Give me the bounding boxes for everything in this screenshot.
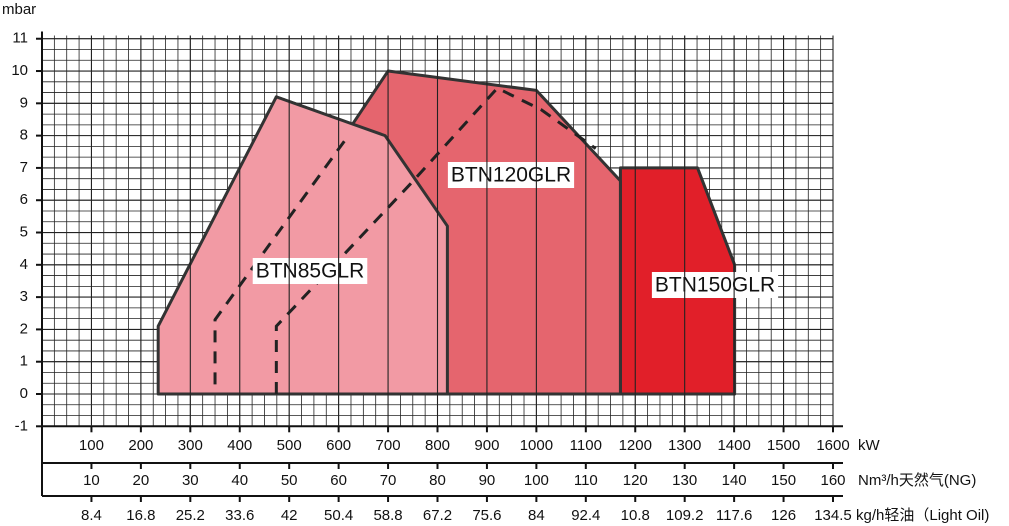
x-tick-label: 1200 (619, 437, 652, 454)
y-tick-label: 1 (20, 353, 28, 370)
x-tick-label: 700 (376, 437, 401, 454)
x-tick-label: 8.4 (81, 507, 102, 524)
y-tick-label: 11 (12, 30, 28, 47)
x-tick-label: 140 (722, 472, 747, 489)
x-tick-label: 25.2 (176, 507, 205, 524)
x3-unit: kg/h轻油（Light Oil) (856, 507, 989, 524)
series-label: BTN120GLR (451, 164, 571, 187)
series-label-group: BTN120GLR (447, 162, 575, 188)
x-tick-label: 92.4 (571, 507, 600, 524)
x-tick-label: 900 (474, 437, 499, 454)
series-label-group: BTN150GLR (651, 272, 779, 298)
x-tick-label: 90 (479, 472, 496, 489)
x-tick-label: 58.8 (373, 507, 402, 524)
dashed-curve (274, 86, 597, 395)
x-tick-label: 200 (128, 437, 153, 454)
x-tick-label: 800 (425, 437, 450, 454)
y-tick-label: 9 (20, 94, 28, 111)
series-label-group: BTN85GLR (252, 258, 368, 284)
x-tick-label: 67.2 (423, 507, 452, 524)
x-tick-label: 134.5 (814, 507, 852, 524)
x-tick-label: 60 (330, 472, 347, 489)
working-field (156, 95, 449, 396)
x-tick-label: 50.4 (324, 507, 353, 524)
x-tick-label: 70 (380, 472, 397, 489)
y-tick-label: 8 (20, 127, 28, 144)
x-tick-label: 84 (528, 507, 545, 524)
x-tick-label: 150 (771, 472, 796, 489)
x-tick-label: 75.6 (472, 507, 501, 524)
y-tick-label: 6 (20, 191, 28, 208)
x-tick-label: 33.6 (225, 507, 254, 524)
series-label-box (252, 258, 368, 284)
x-tick-label: 109.2 (666, 507, 704, 524)
x-tick-label: 500 (277, 437, 302, 454)
x-tick-label: 160 (820, 472, 845, 489)
x-tick-label: 1500 (767, 437, 800, 454)
x-tick-label: 100 (524, 472, 549, 489)
series-label-box (651, 272, 779, 298)
x-tick-label: 42 (281, 507, 298, 524)
x-tick-label: 100 (79, 437, 104, 454)
x-tick-label: 126 (771, 507, 796, 524)
x-tick-label: 1000 (520, 437, 553, 454)
x-tick-label: 10.8 (621, 507, 650, 524)
x-tick-label: 110 (574, 472, 598, 489)
x-tick-label: 120 (623, 472, 648, 489)
x-tick-label: 16.8 (126, 507, 155, 524)
y-tick-label: 0 (20, 385, 28, 402)
series-label: BTN85GLR (256, 260, 365, 283)
x-tick-label: 20 (133, 472, 150, 489)
x-tick-label: 80 (429, 472, 446, 489)
y-axis-label: mbar (2, 1, 36, 18)
x2-unit: Nm³/h天然气(NG) (858, 472, 976, 489)
x-tick-label: 1300 (668, 437, 701, 454)
x-tick-label: 40 (231, 472, 248, 489)
x-tick-label: 600 (326, 437, 351, 454)
y-tick-label: -1 (15, 417, 28, 434)
x-unit: kW (858, 437, 881, 454)
x-tick-label: 1400 (717, 437, 750, 454)
y-tick-label: 10 (11, 62, 28, 79)
y-tick-label: 2 (20, 320, 28, 337)
series-label-box (447, 162, 575, 188)
x-tick-label: 50 (281, 472, 298, 489)
series-label: BTN150GLR (655, 274, 775, 297)
y-tick-label: 4 (20, 256, 28, 273)
x-tick-label: 10 (83, 472, 100, 489)
y-tick-label: 5 (20, 223, 28, 240)
x-tick-label: 1600 (816, 437, 849, 454)
x-tick-label: 400 (227, 437, 252, 454)
dashed-curve (213, 139, 347, 385)
x-tick-label: 300 (178, 437, 203, 454)
x-tick-label: 117.6 (716, 507, 752, 524)
y-tick-label: 7 (20, 159, 28, 176)
x-tick-label: 1100 (570, 437, 602, 454)
x-tick-label: 30 (182, 472, 199, 489)
y-tick-label: 3 (20, 288, 28, 305)
x-tick-label: 130 (672, 472, 697, 489)
